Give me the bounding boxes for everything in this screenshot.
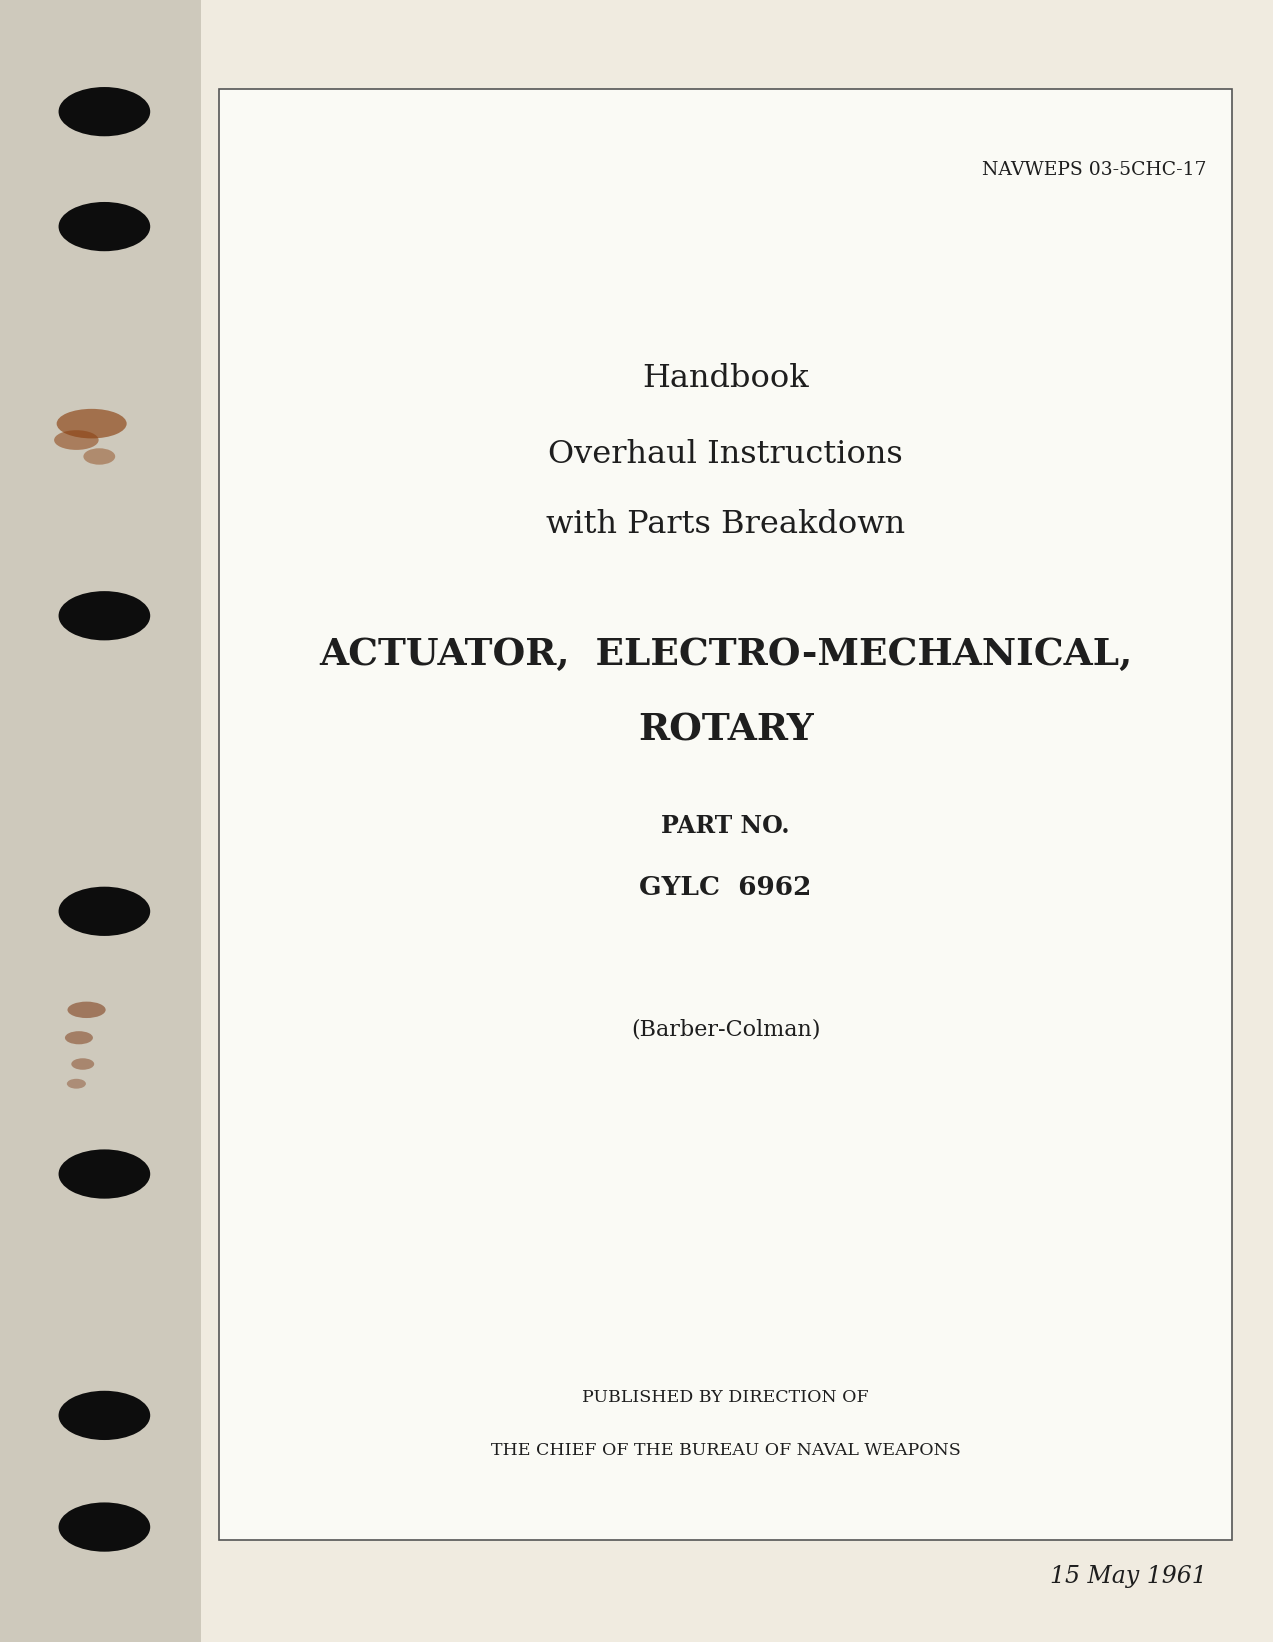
- Text: GYLC  6962: GYLC 6962: [639, 875, 812, 900]
- Ellipse shape: [66, 1079, 85, 1089]
- Ellipse shape: [65, 1031, 93, 1044]
- Ellipse shape: [59, 887, 150, 936]
- Text: Overhaul Instructions: Overhaul Instructions: [549, 438, 903, 470]
- Ellipse shape: [67, 1002, 106, 1018]
- Bar: [0, 0, 201, 1642]
- Text: THE CHIEF OF THE BUREAU OF NAVAL WEAPONS: THE CHIEF OF THE BUREAU OF NAVAL WEAPONS: [490, 1442, 961, 1458]
- Ellipse shape: [83, 448, 115, 465]
- Ellipse shape: [59, 591, 150, 640]
- Text: PUBLISHED BY DIRECTION OF: PUBLISHED BY DIRECTION OF: [582, 1389, 869, 1407]
- Ellipse shape: [71, 1059, 94, 1071]
- Ellipse shape: [59, 1149, 150, 1199]
- Text: 15 May 1961: 15 May 1961: [1050, 1565, 1207, 1588]
- Text: ROTARY: ROTARY: [638, 711, 813, 749]
- Bar: [219, 89, 1232, 1540]
- Text: ACTUATOR,  ELECTRO-MECHANICAL,: ACTUATOR, ELECTRO-MECHANICAL,: [320, 635, 1132, 673]
- Ellipse shape: [59, 202, 150, 251]
- Ellipse shape: [56, 409, 126, 438]
- Text: PART NO.: PART NO.: [662, 814, 789, 837]
- Ellipse shape: [59, 1502, 150, 1552]
- Text: NAVWEPS 03-5CHC-17: NAVWEPS 03-5CHC-17: [983, 161, 1207, 179]
- Ellipse shape: [59, 87, 150, 136]
- Text: with Parts Breakdown: with Parts Breakdown: [546, 509, 905, 540]
- Text: Handbook: Handbook: [643, 363, 808, 394]
- Text: (Barber-Colman): (Barber-Colman): [631, 1018, 820, 1041]
- Ellipse shape: [59, 1391, 150, 1440]
- Ellipse shape: [53, 430, 99, 450]
